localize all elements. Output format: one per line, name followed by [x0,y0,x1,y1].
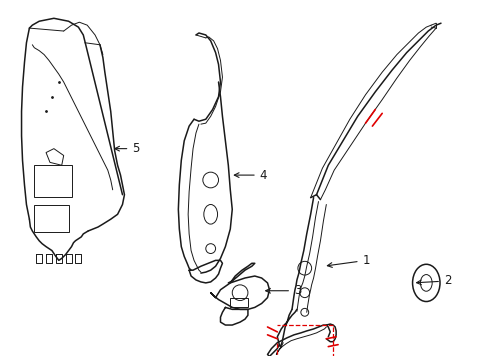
Text: 4: 4 [234,168,266,181]
Text: 5: 5 [115,142,140,155]
Bar [230,298,247,307]
Text: 2: 2 [416,274,450,287]
Text: 1: 1 [326,254,369,267]
Bar [34,204,68,232]
Bar [34,165,71,197]
Text: 3: 3 [265,284,301,297]
